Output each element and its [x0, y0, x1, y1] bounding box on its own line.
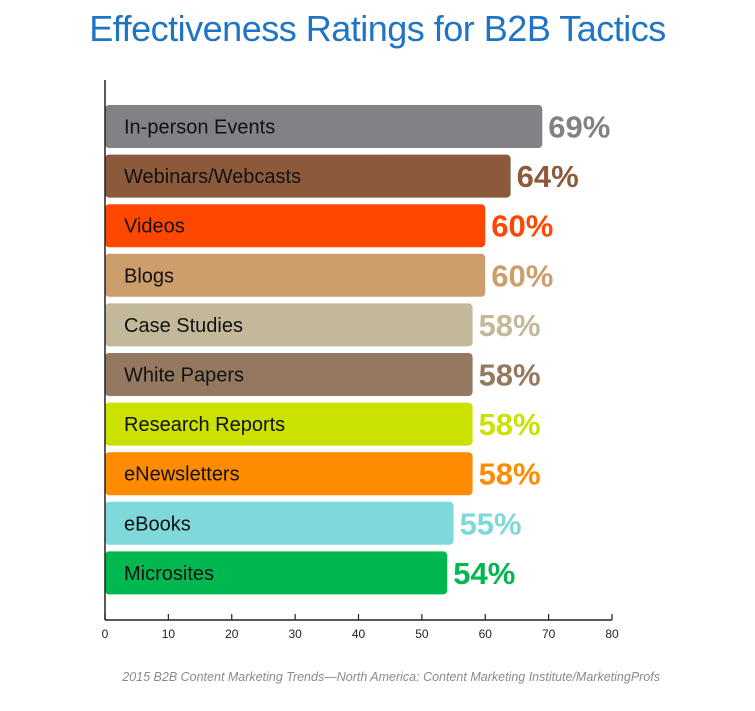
x-tick-label: 70 [542, 627, 556, 641]
x-tick-label: 0 [102, 627, 109, 641]
value-label: 54% [453, 556, 515, 591]
bar-case-studies [105, 303, 473, 347]
bars-group: In-person Events 69% Webinars/Webcasts 64% V… [105, 105, 610, 595]
x-tick-label: 10 [162, 627, 176, 641]
value-label: 58% [479, 308, 541, 343]
bar-label: Webinars/Webcasts [124, 166, 301, 188]
x-tick-label: 60 [479, 627, 493, 641]
value-label: 58% [479, 358, 541, 393]
x-tick-label: 40 [352, 627, 366, 641]
bar-label: Case Studies [124, 315, 243, 337]
x-tick-label: 20 [225, 627, 239, 641]
bar-label: eBooks [124, 513, 191, 535]
value-label: 60% [491, 209, 553, 244]
chart-title: Effectiveness Ratings for B2B Tactics [89, 8, 666, 49]
source-note: 2015 B2B Content Marketing Trends—North … [122, 670, 660, 684]
value-label: 58% [479, 457, 541, 492]
value-label: 69% [548, 110, 610, 145]
bar-enewsletters [105, 452, 473, 496]
bar-label: White Papers [124, 365, 244, 387]
bar-label: Research Reports [124, 414, 285, 436]
value-label: 60% [491, 258, 553, 293]
value-label: 55% [460, 506, 522, 541]
bar-videos [105, 204, 486, 248]
bar-research-reports [105, 402, 473, 446]
bar-label: In-person Events [124, 117, 275, 139]
bar-webinars-webcasts [105, 154, 511, 198]
axes-group: 0 10 20 30 40 50 60 70 80 [102, 80, 619, 641]
bar-label: Microsites [124, 563, 214, 585]
x-tick-label: 30 [288, 627, 302, 641]
value-label: 58% [479, 407, 541, 442]
bar-label: Videos [124, 216, 185, 238]
x-tick-label: 80 [605, 627, 619, 641]
value-label: 64% [517, 159, 579, 194]
bar-white-papers [105, 353, 473, 396]
x-tick-label: 50 [415, 627, 429, 641]
bar-blogs [105, 253, 486, 297]
bar-label: Blogs [124, 265, 174, 287]
bar-microsites [105, 551, 448, 595]
bar-ebooks [105, 501, 454, 545]
bar-in-person-events [105, 105, 543, 148]
bar-label: eNewsletters [124, 464, 240, 486]
